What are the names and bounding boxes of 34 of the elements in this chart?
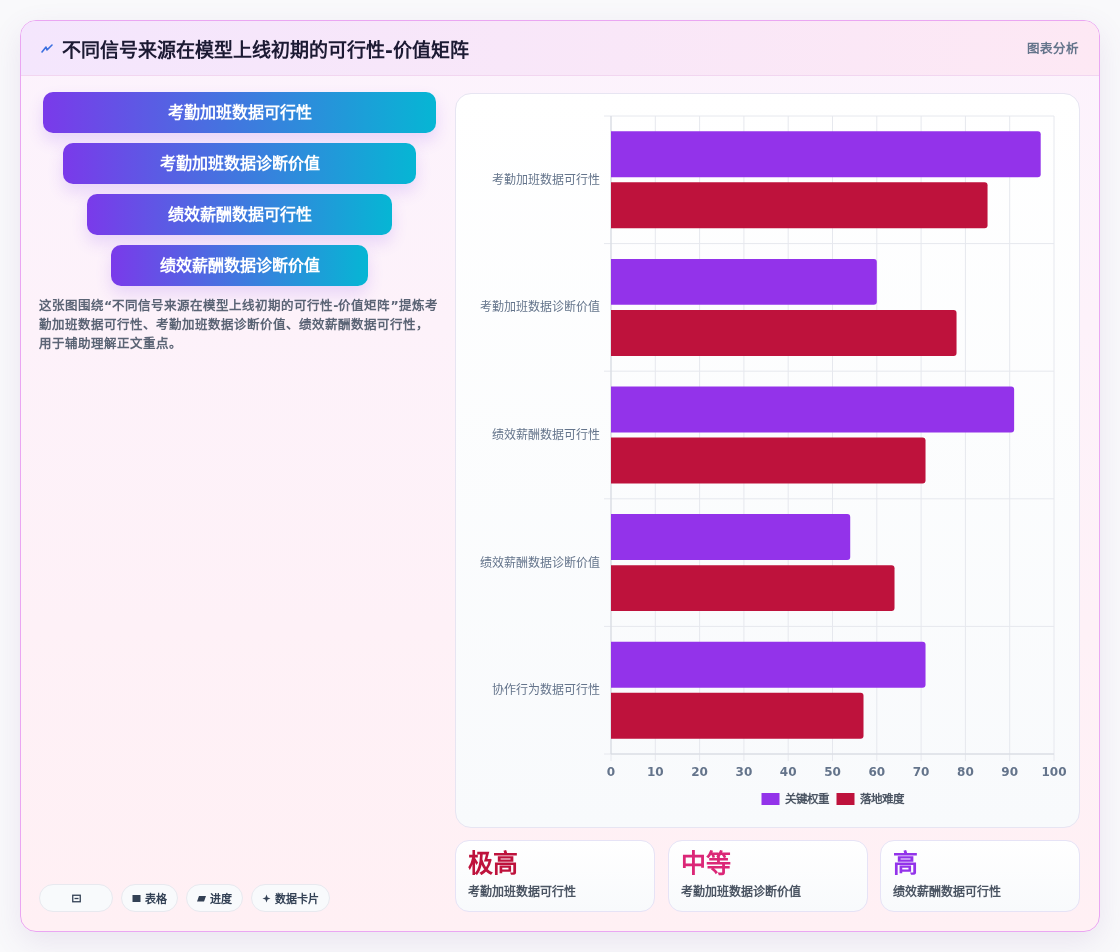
x-tick-label: 90 xyxy=(1001,765,1019,779)
text: 绩效薪酬数据可行性 xyxy=(893,885,1001,900)
text: 这张图围绕“不同信号来源在模型上线初期的可行性-价值矩阵”提炼考勤加班数据可行性、考勤加班数据诊断价值、绩效薪酬数据可行性，用于辅助理解正文重点。 xyxy=(39,297,439,353)
y-tick-label: 协作行为数据可行性 xyxy=(492,682,600,698)
x-tick-label: 100 xyxy=(1041,765,1067,779)
text: 进度 xyxy=(210,892,232,906)
x-tick-label: 50 xyxy=(824,765,841,779)
text: 数据卡片 xyxy=(275,891,319,906)
y-tick-label: 考勤加班数据可行性 xyxy=(492,171,600,187)
text: 高 xyxy=(893,848,918,880)
text: 图表分析 xyxy=(1027,40,1079,58)
x-tick-label: 80 xyxy=(957,765,974,779)
pill: 绩效薪酬数据可行性 xyxy=(87,194,392,235)
x-tick-label: 60 xyxy=(868,765,886,779)
text: 考勤加班数据可行性 xyxy=(468,885,576,900)
legend-label: 关键权重 xyxy=(784,792,830,806)
text: 表格 xyxy=(145,891,167,906)
y-tick-label: 考勤加班数据诊断价值 xyxy=(480,299,600,315)
x-tick-label: 40 xyxy=(779,765,797,779)
x-tick-label: 20 xyxy=(691,765,708,779)
pill: 绩效薪酬数据诊断价值 xyxy=(111,245,368,286)
text: 考勤加班数据诊断价值 xyxy=(680,885,801,900)
x-tick-label: 30 xyxy=(735,765,753,779)
legend-label: 落地难度 xyxy=(859,792,905,806)
x-tick-label: 70 xyxy=(912,765,930,779)
text: 不同信号来源在模型上线初期的可行性-价值矩阵 xyxy=(62,38,469,63)
text: 极高 xyxy=(468,848,518,880)
x-tick-label: 10 xyxy=(646,765,664,779)
pill: 考勤加班数据可行性 xyxy=(43,92,436,133)
x-tick-label: 0 xyxy=(606,765,616,779)
y-tick-label: 绩效薪酬数据诊断价值 xyxy=(480,554,600,570)
text: 中等 xyxy=(680,848,731,880)
y-tick-label: 绩效薪酬数据可行性 xyxy=(492,427,600,442)
pill: 考勤加班数据诊断价值 xyxy=(63,143,416,184)
